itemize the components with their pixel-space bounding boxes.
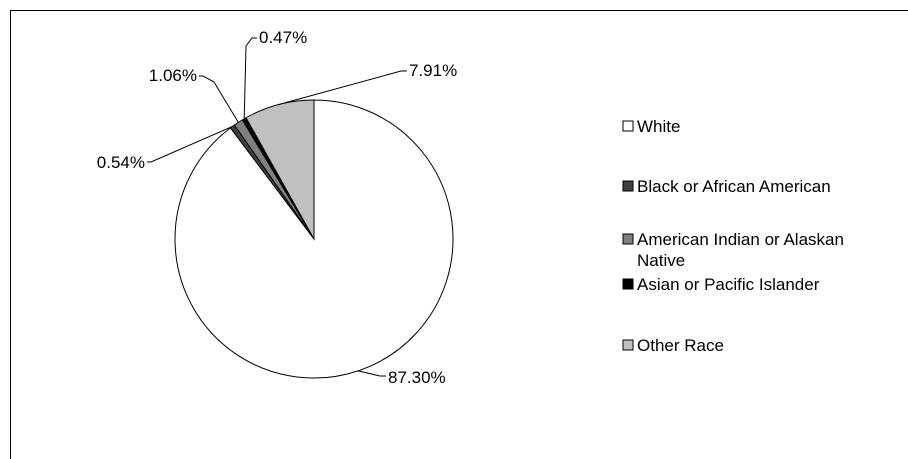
legend-label: Other Race bbox=[637, 336, 724, 355]
leader-line-other-race bbox=[278, 70, 407, 105]
data-label-american-indian-or-alaskan-native: 1.06% bbox=[149, 66, 197, 85]
legend-label: Black or African American bbox=[637, 177, 831, 196]
legend-label: Native bbox=[637, 251, 685, 270]
leader-line-american-indian-or-alaskan-native bbox=[199, 75, 239, 123]
legend-item-black-or-african-american: Black or African American bbox=[622, 177, 831, 196]
legend-item-asian-or-pacific-islander: Asian or Pacific Islander bbox=[622, 275, 820, 294]
legend-label: White bbox=[637, 117, 680, 136]
legend-swatch bbox=[622, 180, 634, 192]
legend-label: Asian or Pacific Islander bbox=[637, 275, 820, 294]
leader-lines bbox=[147, 37, 407, 377]
legend-swatch bbox=[622, 233, 634, 245]
legend-swatch bbox=[622, 120, 634, 132]
chart-area bbox=[10, 10, 908, 459]
legend-label: American Indian or Alaskan bbox=[637, 230, 844, 249]
legend-item-white: White bbox=[622, 117, 680, 136]
leader-line-black-or-african-american bbox=[147, 125, 233, 163]
data-label-other-race: 7.91% bbox=[409, 61, 457, 80]
data-label-asian-or-pacific-islander: 0.47% bbox=[259, 28, 307, 47]
data-label-black-or-african-american: 0.54% bbox=[97, 153, 145, 172]
pie-slices bbox=[174, 99, 454, 379]
legend-item-american-indian-or-alaskan-native: American Indian or Alaskan Native bbox=[622, 230, 844, 270]
legend-item-other-race: Other Race bbox=[622, 336, 724, 355]
legend-swatch bbox=[622, 339, 634, 351]
legend: White Black or African American American I… bbox=[622, 117, 844, 355]
data-label-white: 87.30% bbox=[388, 368, 446, 387]
slice-white bbox=[174, 99, 454, 379]
leader-line-white bbox=[357, 370, 386, 377]
data-labels: 87.30% 0.54% 1.06% 0.47% 7.91% bbox=[97, 28, 457, 387]
leader-line-asian-or-pacific-islander bbox=[243, 37, 257, 119]
legend-swatch bbox=[622, 278, 634, 290]
